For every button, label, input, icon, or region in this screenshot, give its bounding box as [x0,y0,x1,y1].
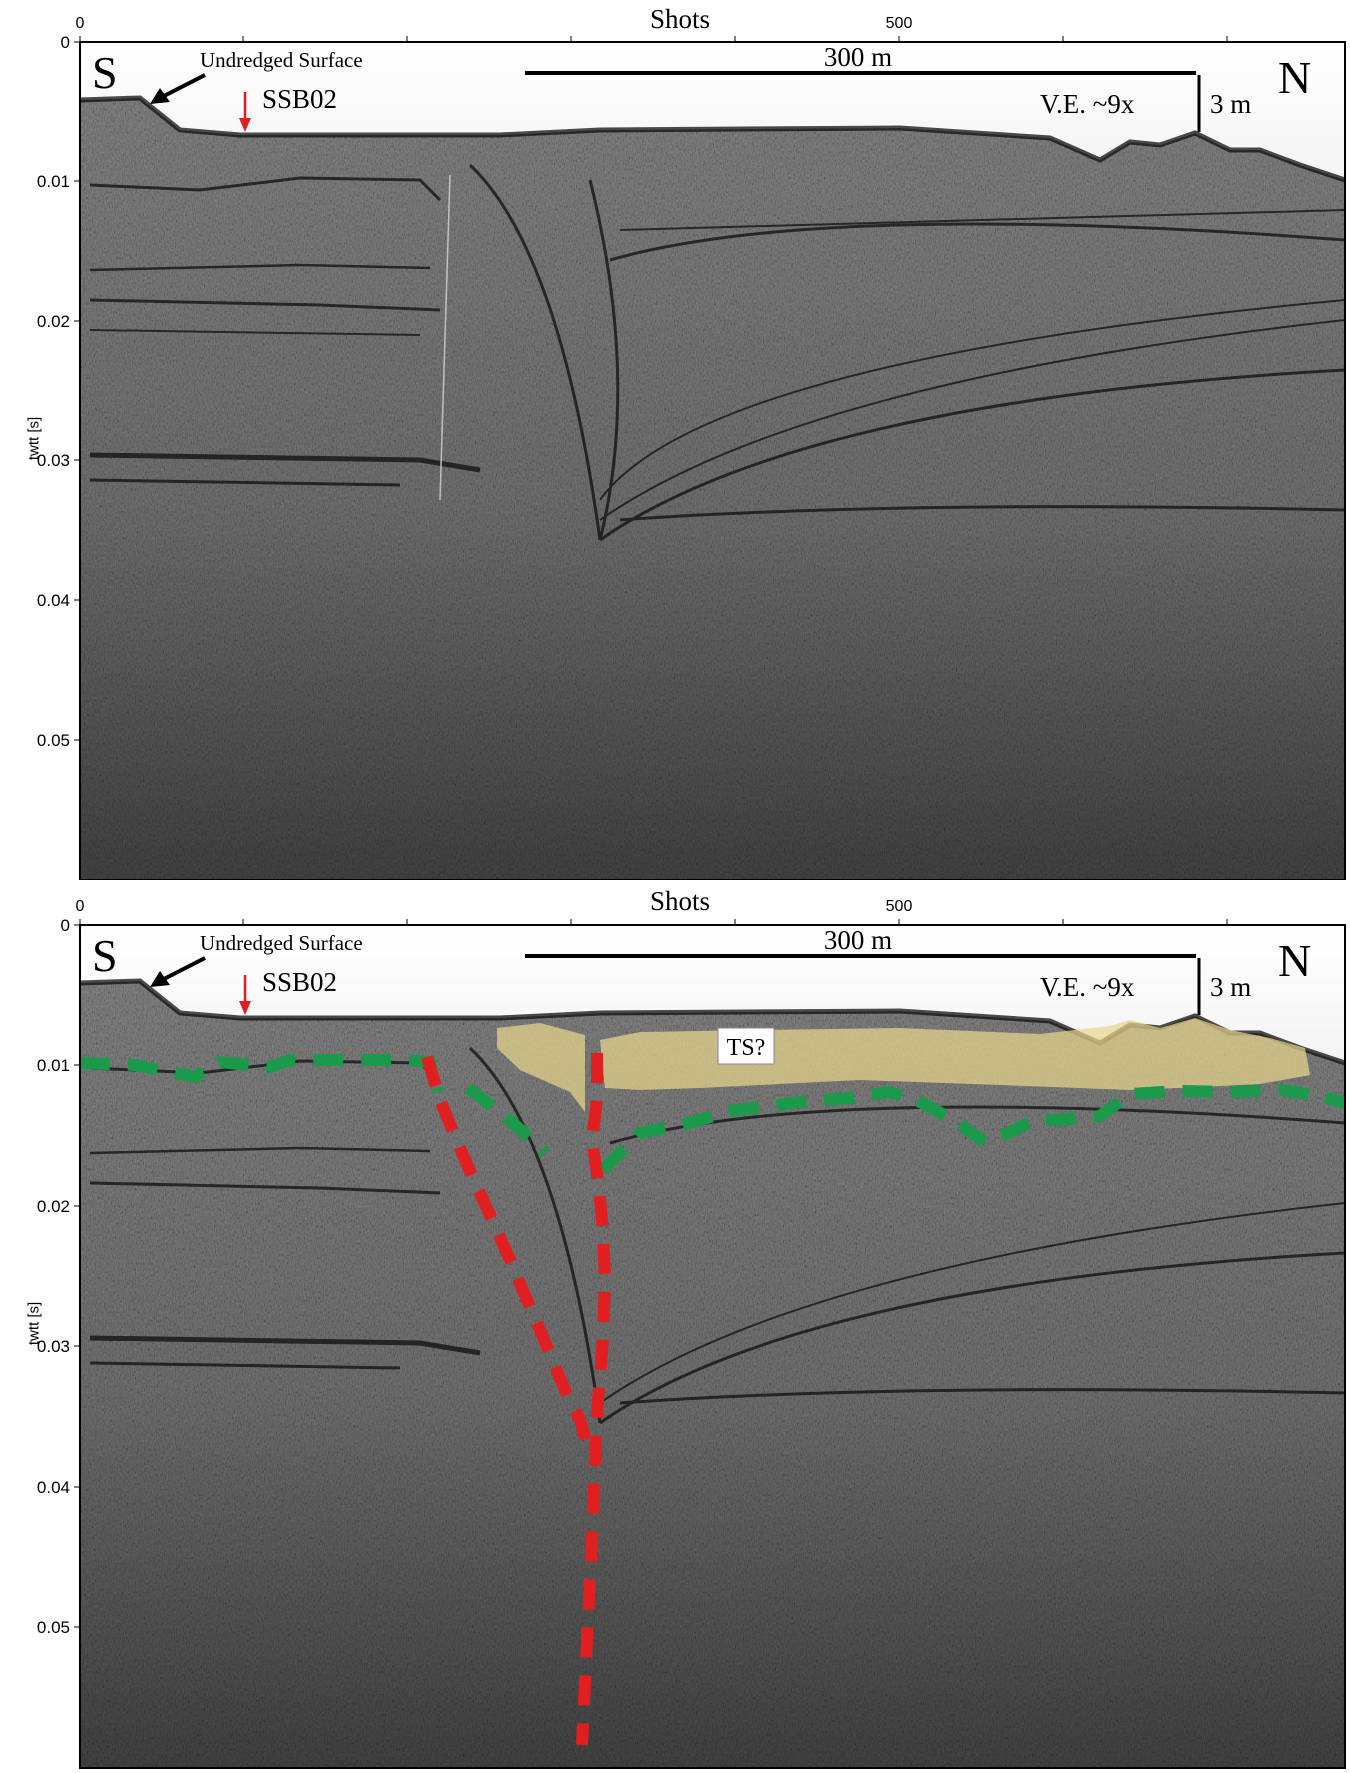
y-tick-label: 0.01 [37,1056,70,1075]
reflectors-raw [80,95,1345,542]
seismic-panel-raw: 0 0.01 0.02 0.03 0.04 0.05 0 500 Shots S… [0,0,1350,880]
x-tick-label: 500 [886,15,913,32]
x-axis-title: Shots [650,886,710,916]
y-tick-label: 0.03 [37,1337,70,1356]
y-tick-label: 0.03 [37,451,70,470]
vertical-scale-label: 3 m [1210,972,1251,1002]
undredged-arrow-icon [150,73,206,104]
y-tick-label: 0.02 [37,1197,70,1216]
north-label: N [1278,52,1311,103]
y-axis-title: twtt [s] [25,1301,43,1346]
x-axis-ticks [79,919,1228,925]
x-tick-label: 500 [886,898,913,915]
scale-bar-label: 300 m [824,42,892,72]
x-axis-title: Shots [650,4,710,34]
undredged-arrow-icon [150,956,206,987]
vertical-exaggeration-label: V.E. ~9x [1040,972,1135,1002]
south-label: S [92,930,118,981]
y-tick-label: 0.05 [37,731,70,750]
x-axis-ticks [79,36,1228,42]
y-tick-label: 0.05 [37,1618,70,1637]
plot-frame [79,41,1346,880]
core-location-arrow-icon [239,92,251,132]
undredged-surface-label: Undredged Surface [200,931,363,955]
fault-lines [421,1053,612,1746]
ts-zone-label: TS? [727,1035,766,1061]
seismic-panel-interpreted: 0 0.01 0.02 0.03 0.04 0.05 0 500 Shots S… [0,880,1350,1773]
core-label: SSB02 [262,967,337,997]
y-axis-title: twtt [s] [25,416,43,461]
y-axis-ticks [74,41,80,741]
y-axis-ticks [74,924,80,1628]
y-tick-label: 0.04 [37,591,70,610]
core-location-arrow-icon [239,975,251,1015]
vertical-scale-label: 3 m [1210,89,1251,119]
ts-zone [497,1018,1310,1112]
north-label: N [1278,935,1311,986]
seismic-section-interpreted: 0 0.01 0.02 0.03 0.04 0.05 0 500 Shots S… [37,886,1346,1769]
vertical-exaggeration-label: V.E. ~9x [1040,89,1135,119]
x-tick-label: 0 [76,15,85,32]
y-tick-label: 0 [61,916,70,935]
core-label: SSB02 [262,84,337,114]
y-tick-label: 0.01 [37,172,70,191]
undredged-surface-label: Undredged Surface [200,48,363,72]
ts-label-box [717,1027,775,1065]
south-label: S [92,47,118,98]
y-tick-label: 0.04 [37,1478,70,1497]
seismic-section-raw: 0 0.01 0.02 0.03 0.04 0.05 0 500 Shots S… [37,4,1346,880]
y-tick-label: 0.02 [37,312,70,331]
scale-bar-label: 300 m [824,925,892,955]
y-tick-label: 0 [61,33,70,52]
x-tick-label: 0 [76,898,85,915]
horizon-lines [80,1054,1345,1175]
